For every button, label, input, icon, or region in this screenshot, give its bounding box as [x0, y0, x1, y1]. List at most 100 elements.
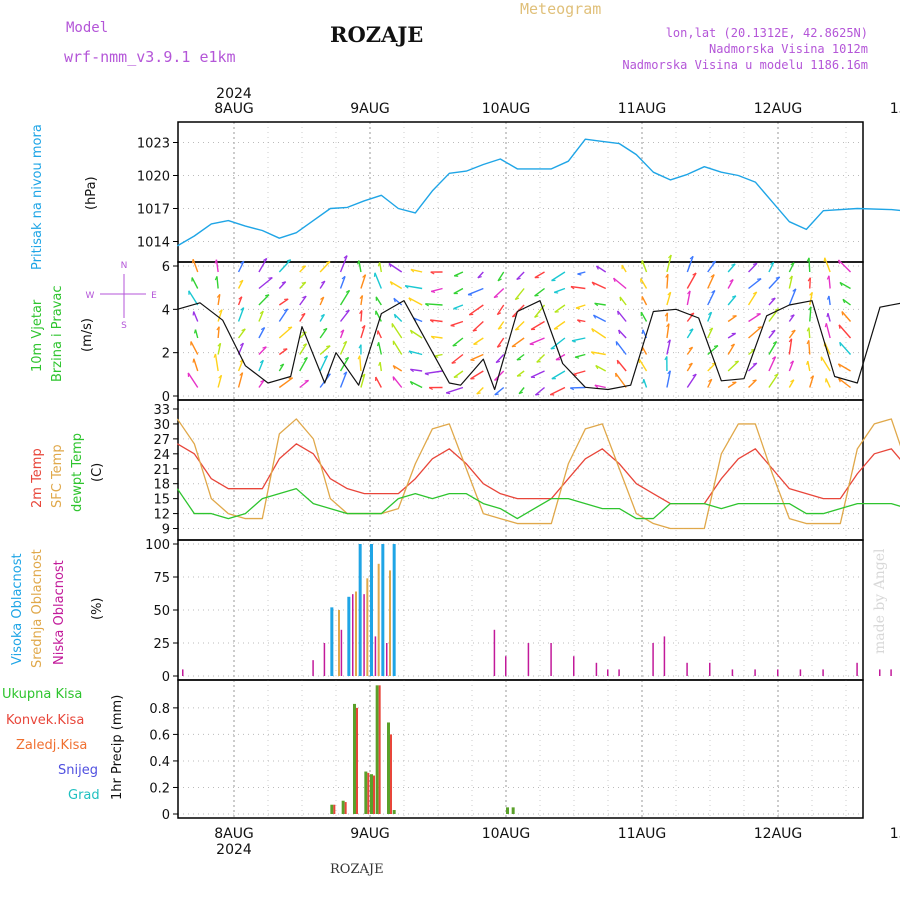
wind-arrow — [237, 372, 244, 388]
wind-arrow-head — [839, 282, 843, 287]
wind-arrow-head — [377, 262, 381, 267]
wind-arrow-head — [516, 358, 521, 361]
wind-arrow-head — [642, 379, 645, 384]
wind-arrow — [278, 326, 293, 339]
wind-arrow — [408, 297, 423, 306]
wind-arrow-head — [357, 355, 361, 360]
wind-arrow-head — [806, 340, 810, 345]
wind-arrow — [549, 386, 566, 396]
wind-arrow-head — [775, 276, 780, 279]
wind-arrow — [727, 360, 740, 372]
y-tick-label: 75 — [153, 571, 170, 586]
wind-arrow — [339, 290, 351, 306]
temp-dew-line — [176, 488, 900, 520]
wind-arrow — [393, 297, 403, 306]
wind-arrow-head — [450, 324, 455, 327]
wind-arrow-head — [616, 360, 619, 365]
wind-arrow — [188, 290, 199, 306]
wind-arrow — [468, 304, 484, 316]
wind-arrow-head — [664, 312, 668, 317]
wind-arrow — [194, 329, 199, 339]
wind-arrow-head — [810, 375, 814, 379]
wind-arrow — [788, 262, 795, 273]
wind-arrow — [824, 257, 831, 273]
wind-arrow-head — [345, 289, 350, 293]
wind-arrow-head — [388, 263, 392, 268]
wind-arrow — [360, 373, 366, 388]
wind-arrow-head — [806, 360, 809, 366]
wind-arrow-head — [451, 361, 456, 364]
wind-arrow — [408, 350, 423, 356]
wind-arrow-head — [323, 355, 328, 359]
wind-arrow-head — [619, 296, 622, 301]
cloud-low-bar — [618, 669, 620, 676]
cloud-low-bar — [374, 636, 377, 676]
elevation-label: Nadmorska Visina 1012m — [709, 42, 868, 56]
date-label-top: 11AUG — [618, 101, 667, 117]
wind-arrow-head — [304, 379, 309, 382]
wind-arrow — [391, 323, 403, 339]
wind-arrow — [319, 355, 329, 372]
wind-arrow-head — [409, 329, 413, 335]
wind-arrow — [237, 328, 246, 339]
wind-arrow — [393, 313, 403, 322]
wind-arrow-head — [518, 391, 523, 395]
wind-arrow-head — [430, 271, 435, 275]
wind-arrow-head — [772, 341, 777, 345]
wind-arrow — [470, 370, 484, 380]
wind-arrow — [516, 370, 525, 377]
wind-arrow — [493, 287, 505, 299]
precip-hail-label: Grad — [68, 788, 100, 803]
wind-arrow-head — [687, 290, 691, 295]
wind-arrow — [621, 264, 627, 273]
y-tick-label: 1017 — [137, 203, 170, 218]
wind-arrow-head — [824, 323, 827, 328]
wind-arrow — [727, 295, 737, 306]
precip-snow-label: Snijeg — [58, 763, 98, 778]
wind-arrow — [640, 311, 648, 322]
wind-arrow-head — [689, 255, 694, 260]
wind-arrow-head — [343, 371, 348, 375]
y-tick-label: 18 — [153, 478, 170, 493]
y-tick-label: 4 — [162, 303, 170, 318]
wind-arrow — [788, 360, 795, 372]
date-label-bottom: 9AUG — [350, 826, 390, 842]
wind-arrow — [727, 381, 737, 389]
wind-arrow — [827, 313, 831, 322]
wind-arrow-head — [392, 365, 396, 370]
wind-arrow — [534, 386, 545, 396]
wind-arrow-head — [326, 260, 331, 264]
wind-arrow-head — [216, 326, 220, 331]
wind-arrow — [360, 325, 366, 339]
wind-arrow — [388, 262, 403, 273]
wind-arrow-head — [791, 329, 796, 333]
footer-station: ROZAJE — [330, 862, 384, 877]
wind-arrow — [278, 377, 294, 389]
wind-arrow — [666, 312, 669, 322]
wind-arrow-head — [838, 378, 841, 383]
wind-arrow — [518, 387, 525, 395]
wind-arrow — [413, 317, 423, 323]
wind-arrow — [617, 310, 627, 322]
cloud-low-bar — [879, 669, 881, 676]
wind-arrow — [278, 348, 288, 356]
wind-arrow — [596, 265, 607, 273]
wind-arrow — [575, 304, 586, 309]
wind-arrow-head — [838, 324, 841, 329]
wind-arrow-head — [837, 259, 841, 264]
wind-arrow-head — [752, 362, 757, 365]
date-label-bottom: 12AUG — [754, 826, 803, 842]
wind-arrow-head — [283, 308, 288, 312]
y-tick-label: 0.8 — [149, 702, 170, 717]
wind-arrow — [553, 287, 566, 294]
wind-arrow — [809, 292, 813, 306]
wind-arrow — [374, 272, 382, 289]
wind-arrow — [809, 306, 812, 322]
wind-arrow — [807, 360, 811, 372]
wind-arrow-head — [495, 360, 501, 364]
wind-arrow-head — [320, 296, 325, 300]
wind-arrow — [820, 356, 831, 372]
wind-arrow — [638, 358, 648, 372]
wind-arrow — [828, 295, 831, 306]
wind-arrow-head — [665, 273, 669, 278]
